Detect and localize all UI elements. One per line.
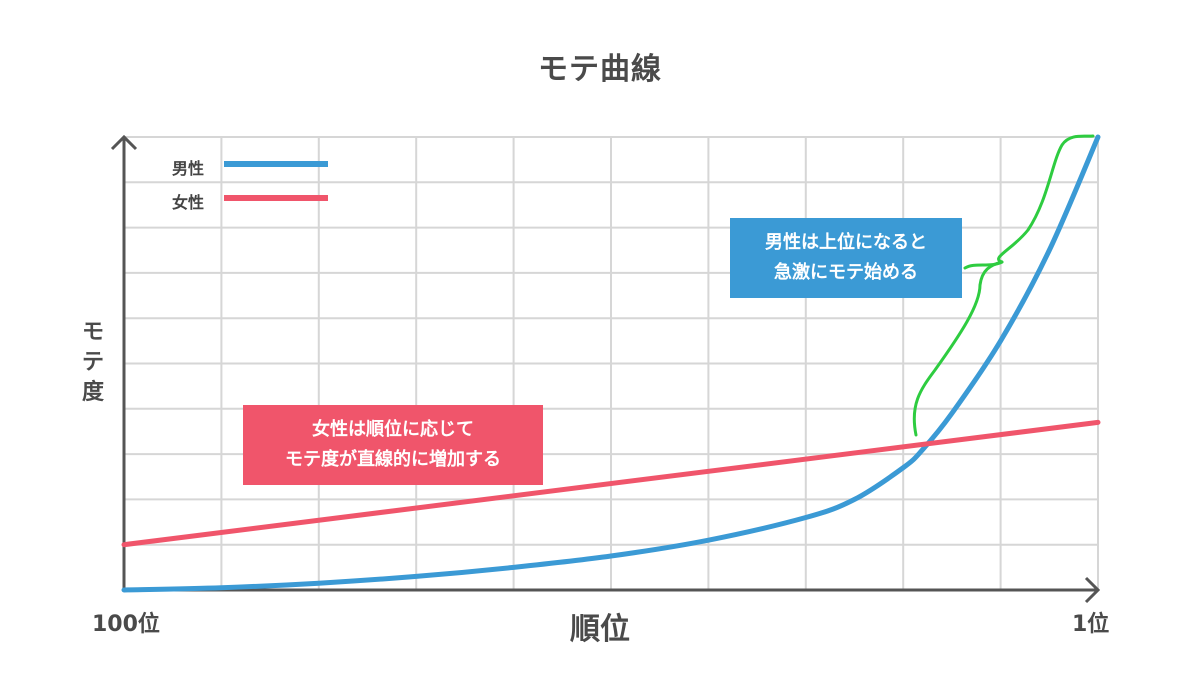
annotation-female-line-1: 女性は順位に応じて [312,419,474,440]
x-tick-label-right: 1位 [1072,612,1110,637]
legend-label-female: 女性 [172,193,205,212]
chart-title: モテ曲線 [538,52,662,87]
annotation-female: 女性は順位に応じて モテ度が直線的に増加する [243,405,543,485]
y-axis-label-text: モテ度 [81,320,104,405]
x-tick-label-left: 100位 [92,612,160,637]
series-line-male [121,134,1101,593]
annotation-male-line-1: 男性は上位になると [765,232,927,253]
x-axis-label: 順位 [570,612,630,647]
y-axis-label: モテ度 [78,318,108,408]
annotation-bracket-tip [963,260,1004,270]
legend-label-male: 男性 [172,159,205,178]
annotation-female-line-2: モテ度が直線的に増加する [285,449,501,470]
annotation-male: 男性は上位になると 急激にモテ始める [730,218,962,298]
x-axis-arrow [1084,576,1101,604]
annotation-male-line-2: 急激にモテ始める [774,262,918,283]
series-line-female [121,419,1101,548]
y-axis-arrow [110,134,138,151]
